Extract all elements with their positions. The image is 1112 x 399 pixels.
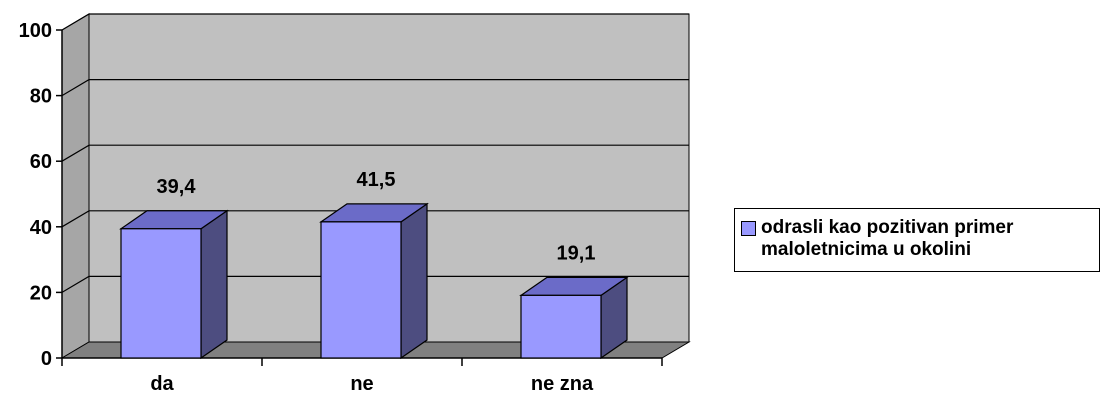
x-tick-label: da bbox=[150, 373, 174, 395]
bar-side bbox=[400, 202, 428, 360]
data-label: 19,1 bbox=[557, 242, 596, 264]
y-tick-label: 40 bbox=[30, 217, 52, 239]
gridline bbox=[61, 275, 689, 293]
bar bbox=[320, 221, 402, 359]
y-tick-label: 20 bbox=[30, 282, 52, 304]
legend-swatch bbox=[741, 221, 756, 236]
y-tick-label: 80 bbox=[30, 86, 52, 108]
y-tick-label: 100 bbox=[19, 20, 52, 42]
data-label: 41,5 bbox=[357, 169, 396, 191]
side-wall bbox=[61, 13, 90, 359]
gridline bbox=[61, 13, 689, 31]
bar-chart: 0 20 40 60 80 100 39,4 da 41,5 ne 19,1 ne zna bbox=[19, 13, 691, 395]
legend: odrasli kao pozitivan primer maloletnici… bbox=[734, 208, 1100, 272]
legend-label: odrasli kao pozitivan primer maloletnici… bbox=[761, 217, 1014, 260]
data-label: 39,4 bbox=[157, 176, 197, 198]
bar-side bbox=[200, 209, 228, 360]
x-tick-label: ne zna bbox=[531, 373, 594, 395]
labels: 39,4 da 41,5 ne 19,1 ne zna bbox=[150, 169, 595, 395]
bar bbox=[120, 228, 202, 359]
gridline bbox=[61, 78, 689, 97]
x-tick-label: ne bbox=[350, 373, 373, 395]
bar bbox=[520, 294, 602, 359]
y-tick-label: 0 bbox=[41, 348, 52, 370]
gridline bbox=[61, 210, 689, 228]
bars bbox=[119, 202, 629, 360]
y-tick-label: 60 bbox=[30, 151, 52, 173]
gridlines bbox=[61, 13, 689, 293]
gridline bbox=[61, 144, 689, 162]
